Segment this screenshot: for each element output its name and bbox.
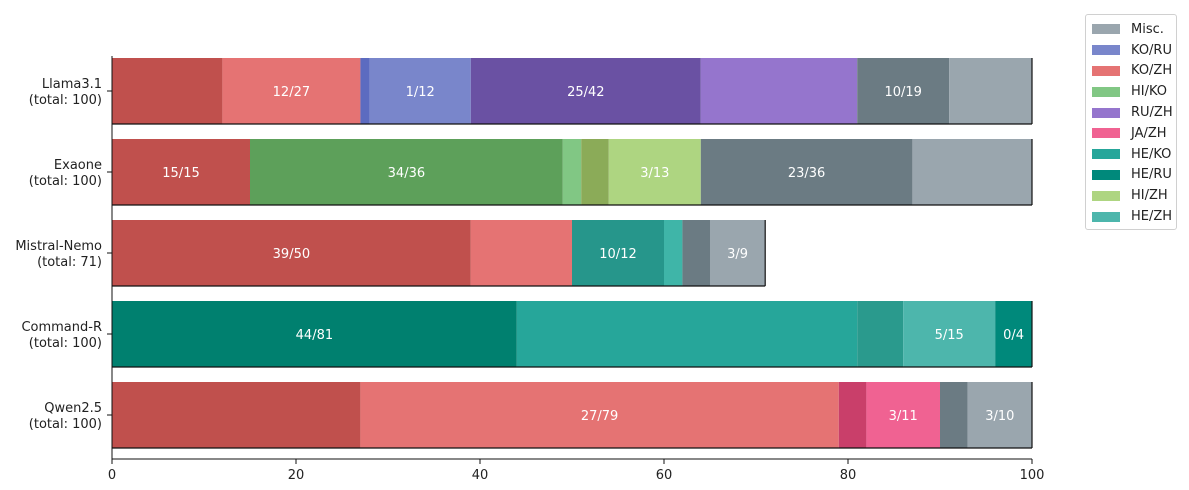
legend-swatch (1092, 128, 1120, 139)
legend-label: Misc. (1131, 21, 1164, 37)
bar-segment (967, 382, 1032, 448)
segment-label: 27/79 (581, 409, 618, 424)
bar-segment (857, 58, 950, 124)
legend-item: HE/ZH (1092, 206, 1176, 227)
segment-label: 3/11 (889, 409, 918, 424)
y-tick-label: (total: 100) (29, 93, 102, 108)
segment-label: 3/10 (985, 409, 1014, 424)
legend-label: HI/ZH (1131, 188, 1168, 204)
legend-label: KO/ZH (1131, 63, 1173, 79)
legend-item: KO/ZH (1092, 61, 1176, 82)
y-tick-label: Exaone (54, 158, 102, 173)
x-tick-label: 40 (472, 468, 489, 483)
bar-segment (581, 139, 609, 205)
legend-item: HI/ZH (1092, 185, 1176, 206)
bar-segment (664, 220, 683, 286)
legend-swatch (1092, 24, 1120, 35)
x-tick-label: 80 (840, 468, 857, 483)
y-tick-label: Command-R (21, 320, 102, 335)
x-tick-label: 20 (288, 468, 305, 483)
segment-label: 0/4 (1003, 328, 1024, 343)
y-tick-label: Qwen2.5 (44, 401, 102, 416)
segment-label: 34/36 (388, 166, 425, 181)
bar-segment (710, 220, 766, 286)
legend-item: HE/KO (1092, 144, 1176, 165)
legend-label: KO/RU (1131, 42, 1172, 58)
bar-segment (470, 220, 572, 286)
segment-label: 15/15 (162, 166, 199, 181)
segment-label: 3/9 (727, 247, 748, 262)
legend-item: HI/KO (1092, 81, 1176, 102)
legend-label: RU/ZH (1131, 105, 1173, 121)
bar-segment (516, 301, 858, 367)
bar-segment (562, 139, 582, 205)
segment-label: 39/50 (273, 247, 310, 262)
bar-segment (700, 139, 913, 205)
y-tick-label: (total: 100) (29, 336, 102, 351)
segment-label: 10/19 (884, 85, 921, 100)
bar-segment (700, 58, 858, 124)
legend-item: JA/ZH (1092, 123, 1176, 144)
y-tick-label: (total: 100) (29, 174, 102, 189)
segment-label: 1/12 (406, 85, 435, 100)
x-tick-label: 100 (1020, 468, 1045, 483)
bar-segment (222, 58, 361, 124)
legend-item: Misc. (1092, 19, 1176, 40)
segment-label: 12/27 (273, 85, 310, 100)
bar-segment (857, 301, 904, 367)
bar-segment (112, 382, 361, 448)
legend-swatch (1092, 65, 1120, 76)
bar-segment (572, 220, 664, 286)
segment-label: 5/15 (935, 328, 964, 343)
legend-swatch (1092, 45, 1120, 56)
segment-label: 23/36 (788, 166, 825, 181)
legend-swatch (1092, 107, 1120, 118)
bar-segment (360, 382, 839, 448)
bar-segment (866, 382, 940, 448)
legend-label: JA/ZH (1131, 125, 1167, 141)
legend-label: HE/KO (1131, 146, 1172, 162)
bar-segment (903, 301, 996, 367)
y-tick-label: Mistral-Nemo (15, 239, 102, 254)
legend-item: RU/ZH (1092, 102, 1176, 123)
legend-swatch (1092, 190, 1120, 201)
bar-segment (112, 220, 471, 286)
x-tick-label: 60 (656, 468, 673, 483)
bar-segment (949, 58, 1032, 124)
y-tick-label: (total: 71) (37, 255, 102, 270)
legend-label: HI/KO (1131, 84, 1168, 100)
legend-label: HE/RU (1131, 167, 1172, 183)
bar-segment (682, 220, 710, 286)
bar-segment (369, 58, 471, 124)
segment-label: 10/12 (599, 247, 636, 262)
bar-segment (112, 58, 223, 124)
legend-swatch (1092, 211, 1120, 222)
bar-segment (250, 139, 563, 205)
segment-label: 3/13 (640, 166, 669, 181)
y-tick-label: (total: 100) (29, 417, 102, 432)
bar-segment (112, 139, 250, 205)
bar-segment (360, 58, 370, 124)
bar-segment (608, 139, 701, 205)
x-tick-label: 0 (108, 468, 116, 483)
bar-segment (112, 301, 517, 367)
legend-label: HE/ZH (1131, 209, 1173, 225)
legend-item: KO/RU (1092, 40, 1176, 61)
bar-segment (838, 382, 867, 448)
bar-segment (995, 301, 1032, 367)
legend-item: HE/RU (1092, 165, 1176, 186)
bar-segment (470, 58, 701, 124)
segment-label: 44/81 (296, 328, 333, 343)
y-tick-label: Llama3.1 (42, 77, 102, 92)
legend-swatch (1092, 169, 1120, 180)
legend-swatch (1092, 86, 1120, 97)
segment-label: 25/42 (567, 85, 604, 100)
bar-segment (940, 382, 968, 448)
legend: Misc. KO/RU KO/ZH HI/KO RU/ZH JA/ZH HE/KO HE/RU… (1085, 14, 1177, 230)
legend-swatch (1092, 149, 1120, 160)
bar-segment (912, 139, 1032, 205)
